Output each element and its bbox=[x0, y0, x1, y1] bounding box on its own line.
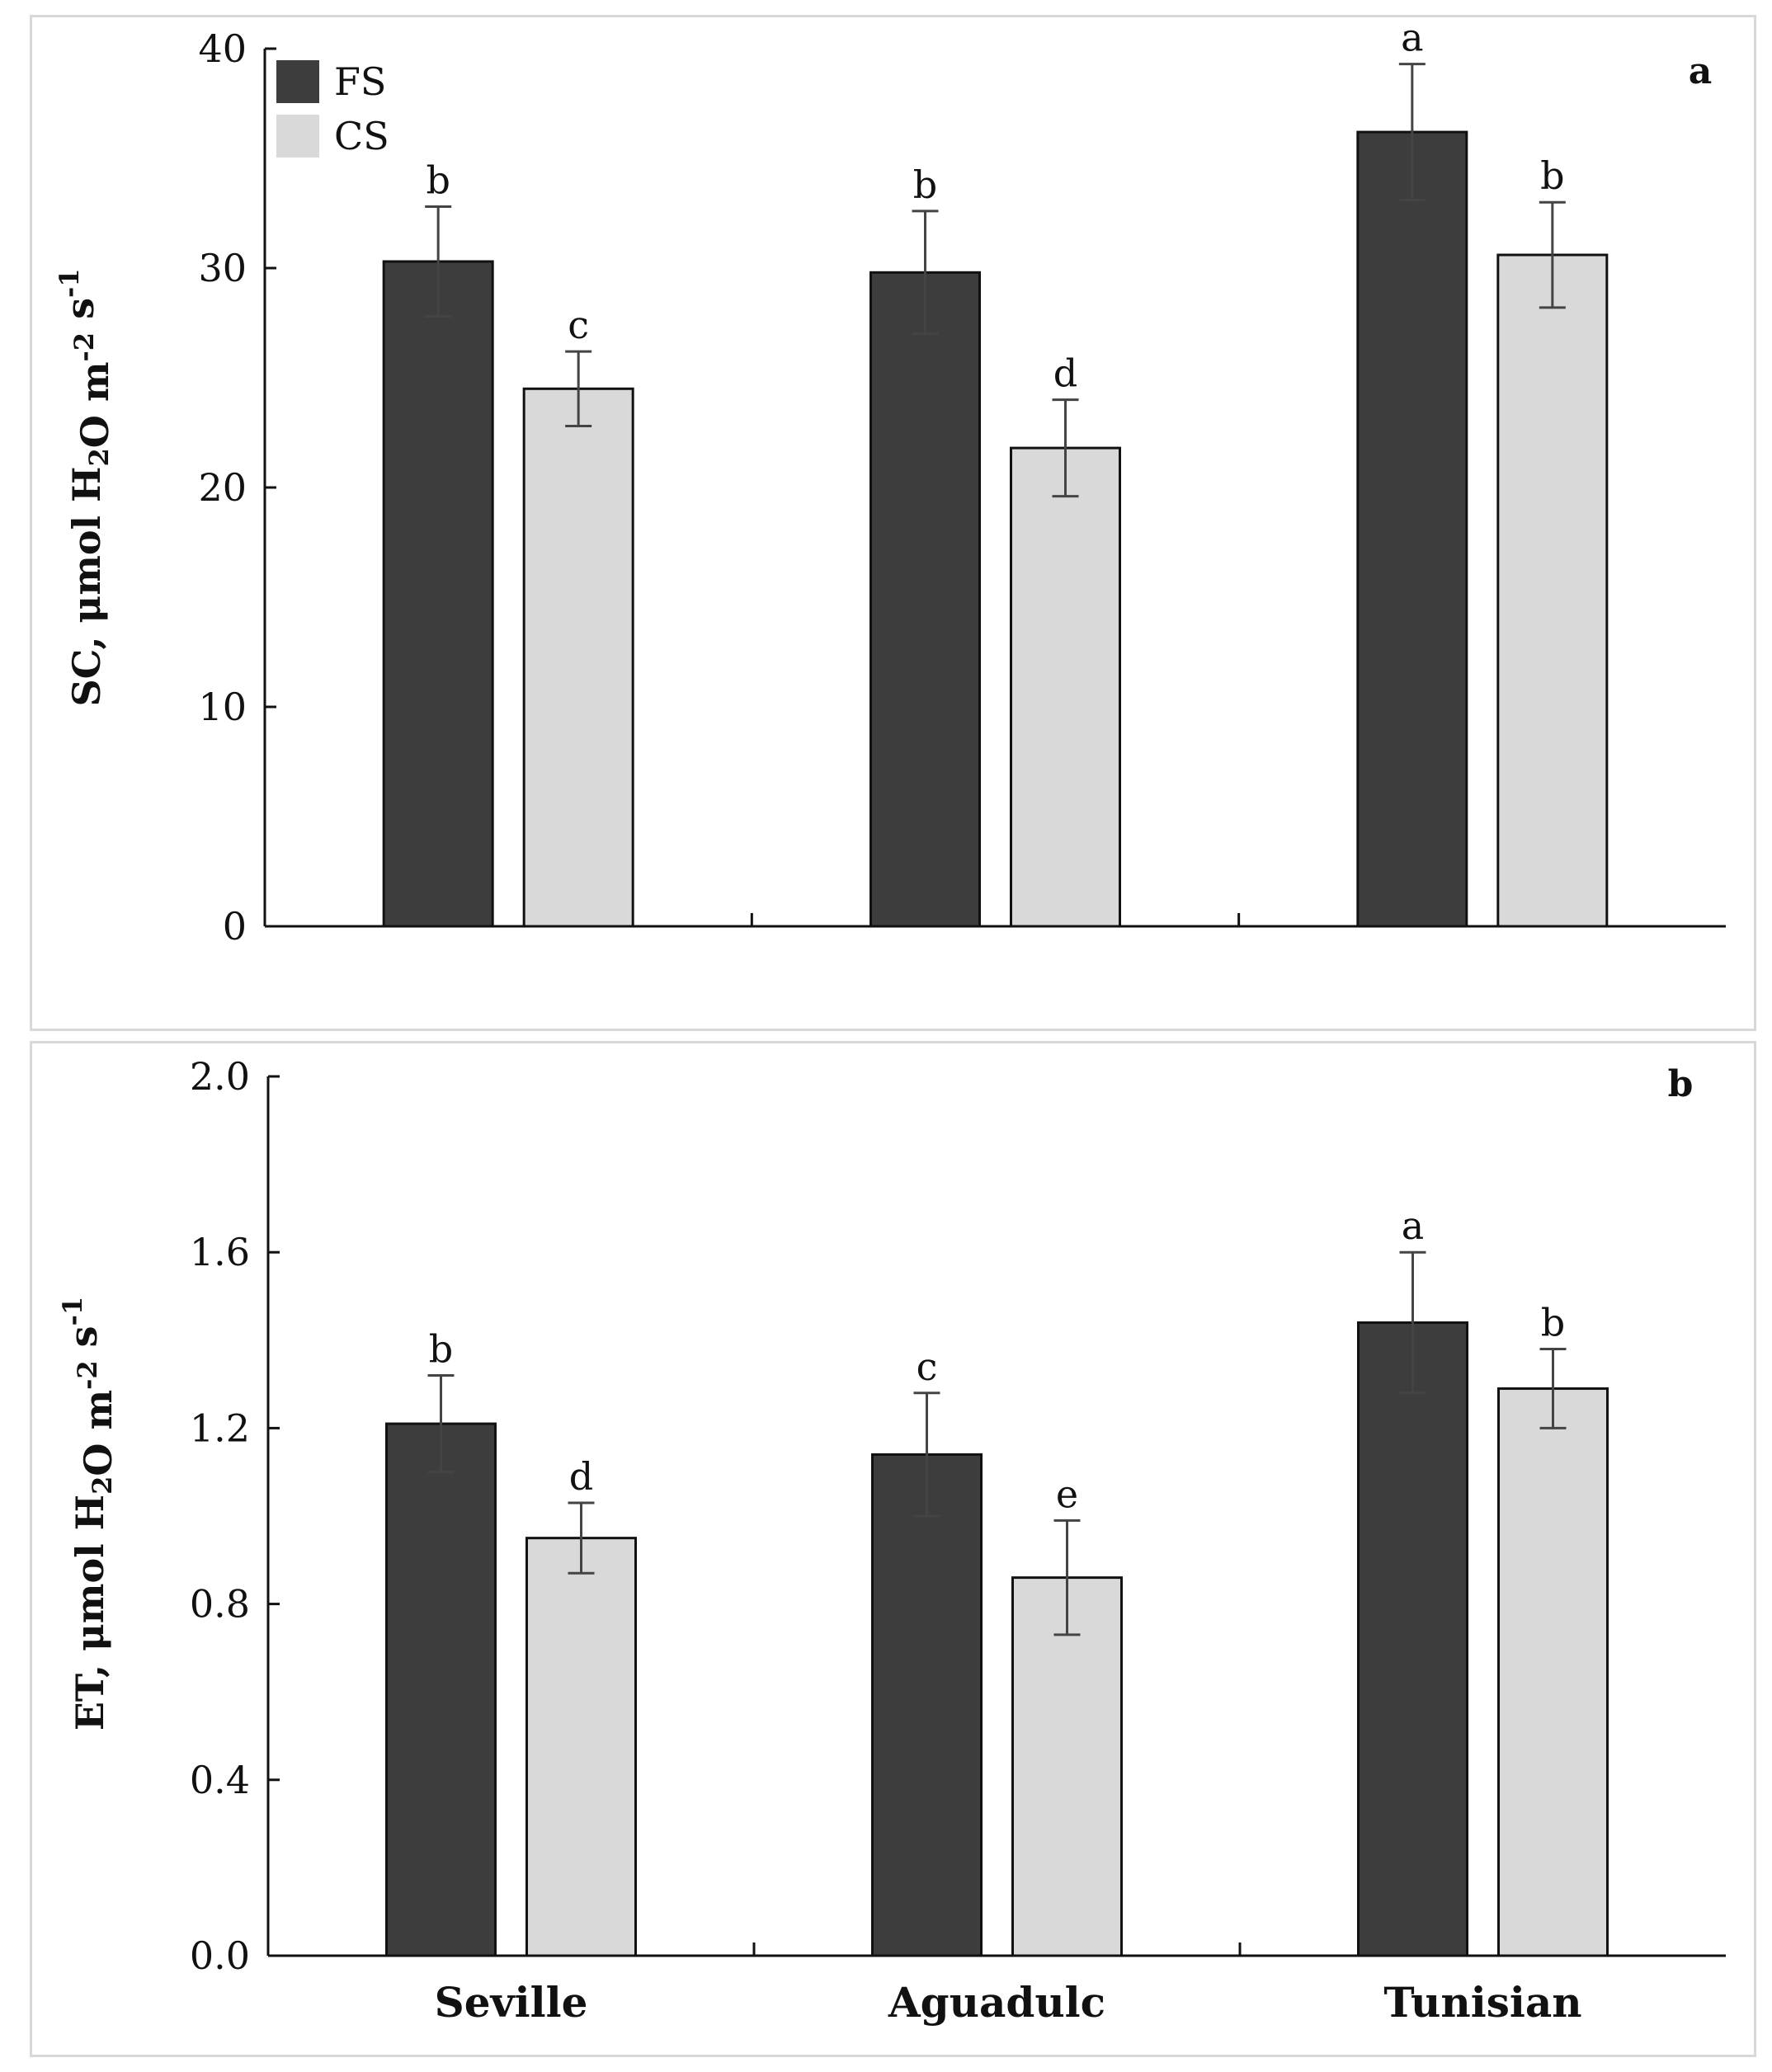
panel-b-et-chart: 0.0 0.4 0.8 1.2 1.6 2.0 b d Seville c e Aguadulc a b T… bbox=[30, 1041, 1756, 2057]
bar-cs-tunisian bbox=[1496, 253, 1609, 928]
significance-letter: c bbox=[917, 1344, 938, 1389]
y-axis-label-part: O m bbox=[73, 361, 117, 448]
y-axis-label-part: s bbox=[58, 298, 102, 332]
y-tick-label: 0.4 bbox=[190, 1758, 250, 1802]
significance-letter: b bbox=[429, 1326, 453, 1371]
y-tick-label: 20 bbox=[198, 465, 247, 510]
y-axis-label-part: -2 bbox=[72, 1360, 103, 1390]
y-tick-label: 30 bbox=[198, 246, 247, 290]
panel-a-sc-chart: 0 10 20 30 40 b c b d a b a SC, μmol H2O m-2 s-1 FS CS bbox=[30, 15, 1756, 1031]
significance-letter: c bbox=[568, 303, 589, 347]
y-axis-label-part: -1 bbox=[54, 268, 85, 298]
panel-label: b bbox=[1668, 1063, 1694, 1105]
y-axis-label-part: 2 bbox=[87, 1476, 118, 1495]
y-axis-label: ET, μmol H2O m-2 s-1 bbox=[57, 1297, 120, 1731]
y-axis-label-part: -1 bbox=[57, 1297, 88, 1326]
chart-et: 0.0 0.4 0.8 1.2 1.6 2.0 b d Seville c e Aguadulc a b T… bbox=[57, 1054, 1726, 2027]
panel-label: a bbox=[1689, 50, 1713, 92]
y-tick-label: 0.8 bbox=[190, 1582, 250, 1627]
y-axis-label-part: ET, μmol H bbox=[68, 1495, 112, 1731]
y-tick-label: 40 bbox=[198, 26, 247, 71]
significance-letter: b bbox=[426, 158, 450, 203]
significance-letter: a bbox=[1402, 1203, 1424, 1248]
significance-letter: d bbox=[569, 1454, 593, 1499]
x-category-label: Seville bbox=[435, 1978, 588, 2027]
chart-sc: 0 10 20 30 40 b c b d a b a SC, μmol H2O m-2 s-1 FS CS bbox=[54, 17, 1726, 949]
bar-fs-seville bbox=[382, 260, 494, 928]
bar-cs-seville bbox=[525, 1537, 637, 1957]
significance-letter: e bbox=[1056, 1472, 1078, 1516]
y-tick-label: 10 bbox=[198, 685, 247, 729]
y-axis-label-part: SC, μmol H bbox=[64, 467, 109, 707]
legend-label-cs: CS bbox=[334, 114, 389, 158]
bar-fs-tunisian bbox=[1357, 1321, 1468, 1957]
significance-letter: b bbox=[913, 162, 937, 207]
significance-letter: b bbox=[1540, 153, 1564, 198]
y-tick-label: 0.0 bbox=[190, 1933, 250, 1978]
bar-fs-seville bbox=[385, 1422, 497, 1957]
y-axis-label-part: -2 bbox=[68, 332, 100, 362]
significance-letter: a bbox=[1401, 17, 1423, 60]
bar-fs-tunisian bbox=[1356, 130, 1468, 928]
bar-cs-aguadulc bbox=[1010, 446, 1121, 928]
y-tick-label: 0 bbox=[223, 904, 247, 949]
bar-cs-seville bbox=[522, 387, 634, 928]
legend-swatch-fs bbox=[276, 60, 319, 103]
significance-letter: d bbox=[1053, 351, 1077, 396]
bar-cs-aguadulc bbox=[1011, 1576, 1123, 1957]
legend-label-fs: FS bbox=[334, 59, 386, 104]
y-tick-label: 1.6 bbox=[190, 1230, 250, 1274]
significance-letter: b bbox=[1541, 1300, 1565, 1344]
y-tick-label: 1.2 bbox=[190, 1406, 250, 1450]
x-category-label: Aguadulc bbox=[888, 1978, 1105, 2027]
y-axis-label-part: s bbox=[61, 1326, 106, 1360]
x-category-label: Tunisian bbox=[1383, 1978, 1581, 2027]
y-axis-label: SC, μmol H2O m-2 s-1 bbox=[54, 268, 117, 706]
y-tick-label: 2.0 bbox=[190, 1054, 250, 1099]
bar-cs-tunisian bbox=[1497, 1387, 1609, 1957]
y-axis-label-part: O m bbox=[76, 1390, 120, 1476]
y-axis-label-part: 2 bbox=[83, 448, 115, 466]
bar-fs-aguadulc bbox=[870, 271, 981, 928]
bar-fs-aguadulc bbox=[871, 1453, 983, 1957]
legend-swatch-cs bbox=[276, 115, 319, 158]
